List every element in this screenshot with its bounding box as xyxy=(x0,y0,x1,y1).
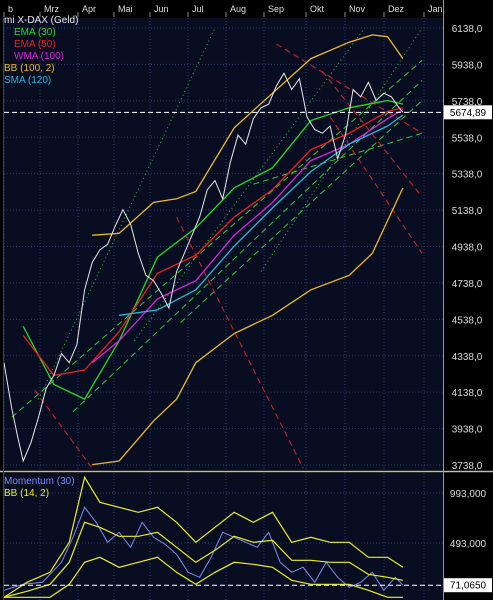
x-tick-label: Dez xyxy=(388,4,405,14)
momentum-value-box xyxy=(444,578,492,593)
value-label-layer: 5674,89 71,0650 xyxy=(444,105,492,593)
x-tick-label: Aug xyxy=(230,4,246,14)
y-tick-label: 5538,0 xyxy=(452,133,483,144)
trendline-11 xyxy=(329,116,423,254)
trendline-10 xyxy=(322,70,423,198)
trendline-8 xyxy=(176,216,304,469)
momentum-plot-area xyxy=(4,473,443,600)
main-plot-area xyxy=(4,18,443,470)
x-tick-label: Apr xyxy=(82,4,96,14)
y-tick-label: 5938,0 xyxy=(452,60,483,71)
month-axis-strip xyxy=(0,0,443,17)
series-layer xyxy=(4,27,443,598)
price-line xyxy=(4,72,404,463)
last-value-label: 5674,89 xyxy=(450,108,487,119)
x-tick-label: Mrz xyxy=(44,4,59,14)
x-tick-label: Jun xyxy=(154,4,169,14)
legend-momentum: Momentum (30) xyxy=(4,476,75,487)
y-tick-label: 5138,0 xyxy=(452,206,483,217)
y-tick-label: 4338,0 xyxy=(452,352,483,363)
legend-layer: mi X-DAX (Geld) EMA (30) EMA (50) WMA (1… xyxy=(4,15,78,499)
x-tick-label: Sep xyxy=(268,4,284,14)
legend-ema-50: EMA (50) xyxy=(14,39,56,50)
series-line-3 xyxy=(92,34,404,236)
y-tick-label: 5338,0 xyxy=(452,170,483,181)
trendline-1 xyxy=(72,80,423,413)
y-tick-label: 4938,0 xyxy=(452,243,483,254)
mom-y-tick-label: 493,000 xyxy=(450,539,487,550)
momentum-series-1 xyxy=(4,475,404,598)
x-tick-label: b xyxy=(8,4,13,14)
momentum-value-label: 71,0650 xyxy=(450,581,487,592)
momentum-series-2 xyxy=(4,521,404,598)
trendline-0 xyxy=(11,60,423,418)
series-line-4 xyxy=(92,187,404,466)
momentum-series-3 xyxy=(4,556,403,598)
series-line-1 xyxy=(22,107,404,377)
y-tick-label: 3938,0 xyxy=(452,425,483,436)
y-tick-label: 4738,0 xyxy=(452,279,483,290)
y-tick-label: 3738,0 xyxy=(452,461,483,472)
series-line-2 xyxy=(91,109,404,364)
x-tick-label: Okt xyxy=(310,4,325,14)
legend-bb-100: BB (100, 2) xyxy=(4,63,55,74)
series-line-0 xyxy=(22,99,404,400)
trendline-4 xyxy=(38,27,216,400)
y-tick-label: 5738,0 xyxy=(452,97,483,108)
x-tick-label: Nov xyxy=(349,4,366,14)
y-tick-label: 4138,0 xyxy=(452,388,483,399)
x-tick-label: Mai xyxy=(118,4,133,14)
x-tick-label: Jul xyxy=(192,4,204,14)
y-tick-label: 4538,0 xyxy=(452,315,483,326)
y-tick-label: 6138,0 xyxy=(452,24,483,35)
trendline-6 xyxy=(260,27,423,272)
trendline-7 xyxy=(34,389,93,469)
mom-y-tick-label: 993,000 xyxy=(450,489,487,500)
legend-bb-14: BB (14, 2) xyxy=(4,488,49,499)
legend-sma-120: SMA (120) xyxy=(4,75,51,86)
x-tick-label: Jan xyxy=(428,4,443,14)
last-value-box xyxy=(444,105,492,120)
legend-ema-30: EMA (30) xyxy=(14,27,56,38)
chart-title: mi X-DAX (Geld) xyxy=(4,15,78,26)
legend-wma-100: WMA (100) xyxy=(14,51,64,62)
momentum-series-0 xyxy=(4,506,404,592)
